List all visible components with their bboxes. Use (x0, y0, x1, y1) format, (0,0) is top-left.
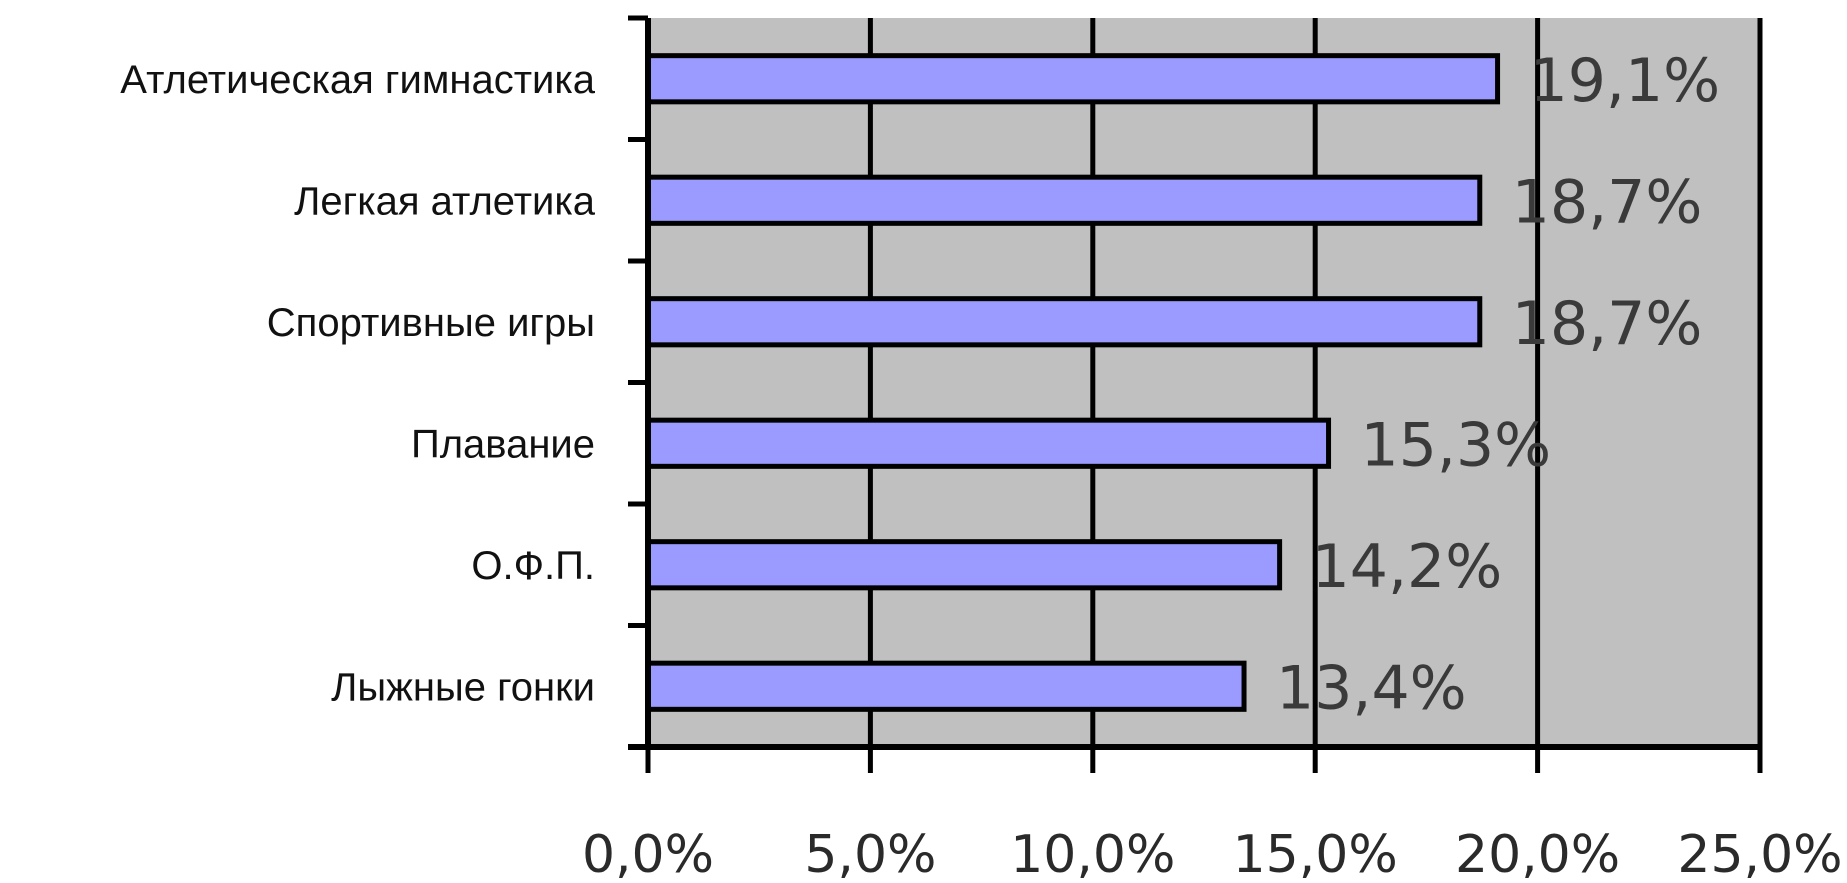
value-label: 15,3% (1361, 410, 1552, 480)
x-tick-label: 15,0% (1233, 825, 1398, 883)
x-tick-label: 0,0% (582, 825, 714, 883)
bar (645, 660, 1247, 712)
value-label: 18,7% (1512, 289, 1703, 359)
x-tick-label: 25,0% (1677, 825, 1842, 883)
value-label: 19,1% (1530, 46, 1721, 116)
bar (645, 539, 1283, 591)
value-label: 18,7% (1512, 167, 1703, 237)
category-label: Легкая атлетика (294, 179, 596, 223)
x-tick-labels: 0,0% 5,0% 10,0% 15,0% 20,0% 25,0% (582, 825, 1843, 883)
gridlines (867, 18, 1763, 747)
bar (645, 417, 1332, 469)
category-label: О.Ф.П. (471, 544, 595, 588)
x-tick-label: 20,0% (1455, 825, 1620, 883)
category-labels: Атлетическая гимнастика Легкая атлетика Сп… (120, 58, 595, 710)
bar (645, 53, 1501, 105)
value-label: 14,2% (1312, 532, 1503, 602)
x-tick-label: 10,0% (1010, 825, 1175, 883)
value-label: 13,4% (1276, 653, 1467, 723)
category-label: Лыжные гонки (331, 665, 595, 709)
bar (645, 174, 1483, 226)
value-labels: 19,1% 18,7% 18,7% 15,3% 14,2% 13,4% (1276, 46, 1720, 724)
category-label: Плавание (411, 422, 595, 466)
x-tick-label: 5,0% (804, 825, 936, 883)
category-label: Спортивные игры (267, 301, 595, 345)
bar (645, 296, 1483, 348)
category-label: Атлетическая гимнастика (120, 58, 595, 102)
plot-area (648, 18, 1760, 747)
axes (628, 15, 1763, 773)
